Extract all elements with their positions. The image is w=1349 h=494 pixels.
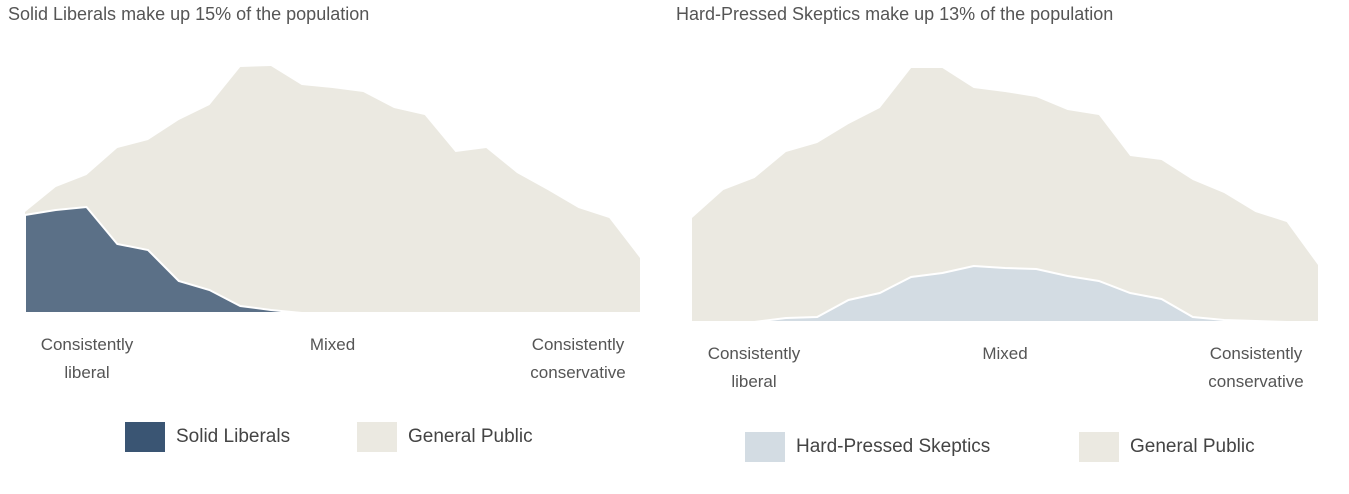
x-tick-label: Consistently conservative xyxy=(530,335,626,382)
area xyxy=(692,68,1318,322)
legend-label: Solid Liberals xyxy=(176,426,291,447)
x-tick-label: Consistently liberal xyxy=(707,344,801,391)
legend-label: Hard-Pressed Skeptics xyxy=(796,436,991,457)
area xyxy=(692,264,1318,323)
legend-label: General Public xyxy=(408,426,533,447)
area xyxy=(24,205,640,314)
chart-title: Hard-Pressed Skeptics make up 13% of the… xyxy=(676,4,1114,24)
legend-swatch xyxy=(125,422,165,452)
x-tick-label: Mixed xyxy=(309,335,356,354)
area xyxy=(25,66,640,313)
x-tick-label: Consistently conservative xyxy=(1208,344,1304,391)
x-tick-label: Consistently liberal xyxy=(40,335,134,382)
chart-title: Solid Liberals make up 15% of the popula… xyxy=(8,4,370,24)
x-tick-label: Mixed xyxy=(982,344,1028,363)
legend-swatch xyxy=(357,422,397,452)
legend-swatch xyxy=(1079,432,1119,462)
legend-swatch xyxy=(745,432,785,462)
legend-label: General Public xyxy=(1130,436,1255,457)
